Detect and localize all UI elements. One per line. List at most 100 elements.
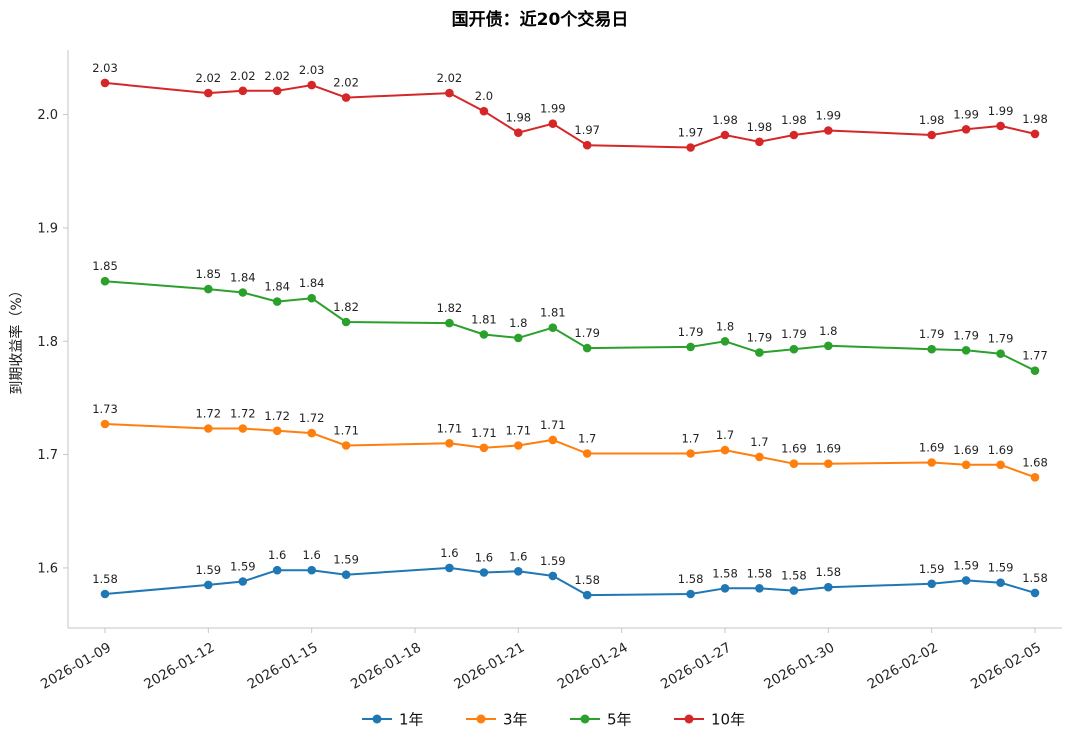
data-point bbox=[927, 458, 936, 467]
data-point bbox=[204, 284, 213, 294]
data-point bbox=[686, 449, 695, 458]
data-point bbox=[479, 443, 489, 453]
data-point bbox=[755, 452, 764, 462]
data-point-label: 1.7 bbox=[578, 432, 596, 446]
data-point-label: 1.6 bbox=[509, 549, 527, 563]
data-point-label: 1.85 bbox=[195, 267, 221, 281]
data-point bbox=[204, 580, 213, 590]
data-point-label: 1.77 bbox=[1022, 349, 1048, 363]
legend-item: 3年 bbox=[466, 711, 528, 729]
data-point-label: 1.84 bbox=[230, 271, 256, 285]
data-point bbox=[238, 577, 248, 586]
data-point-label: 1.59 bbox=[230, 560, 256, 574]
data-point bbox=[238, 288, 248, 297]
data-point-label: 1.84 bbox=[264, 280, 290, 294]
data-point-label: 1.82 bbox=[333, 300, 359, 314]
x-tick-label: 2026-01-18 bbox=[348, 640, 424, 693]
data-point bbox=[961, 125, 971, 134]
data-point-label: 1.73 bbox=[92, 402, 118, 416]
data-point-label: 1.79 bbox=[574, 326, 600, 340]
data-point-label: 1.84 bbox=[299, 276, 325, 290]
data-point-label: 1.71 bbox=[333, 424, 359, 438]
data-point bbox=[548, 435, 558, 445]
x-tick-label: 2026-01-12 bbox=[141, 640, 217, 693]
data-point-label: 1.99 bbox=[540, 102, 566, 116]
data-point-label: 1.6 bbox=[268, 548, 286, 562]
data-point bbox=[272, 565, 282, 575]
data-point bbox=[1030, 588, 1040, 598]
legend-label: 5年 bbox=[607, 711, 632, 729]
data-point-label: 1.58 bbox=[747, 566, 773, 580]
data-point bbox=[272, 297, 282, 306]
series-5年: 1.85 1.85 1.84 1.84 1.84 1.82 1.82 1.81 1.8 1.81 1… bbox=[92, 259, 1048, 376]
data-point bbox=[582, 343, 592, 353]
series-10年: 2.03 2.02 2.02 2.02 2.03 2.02 2.02 2.0 1.98 1.99 1… bbox=[92, 61, 1048, 152]
data-point bbox=[789, 459, 799, 469]
data-point-label: 1.79 bbox=[678, 325, 704, 339]
legend: 1年 3年 5年 10年 bbox=[362, 711, 745, 729]
data-point-label: 1.58 bbox=[678, 572, 704, 586]
x-tick-label: 2026-02-02 bbox=[865, 640, 941, 693]
data-point bbox=[720, 337, 730, 346]
chart-title: 国开债：近20个交易日 bbox=[452, 9, 629, 30]
data-point bbox=[479, 106, 489, 116]
data-point bbox=[100, 589, 110, 599]
data-point-label: 2.03 bbox=[92, 61, 118, 75]
y-tick-label: 1.8 bbox=[37, 335, 58, 350]
data-point-label: 1.72 bbox=[264, 409, 290, 423]
data-point bbox=[341, 317, 351, 327]
data-point bbox=[996, 349, 1005, 359]
data-point-label: 1.98 bbox=[505, 111, 531, 125]
data-point-label: 1.69 bbox=[988, 443, 1014, 457]
data-point-label: 1.71 bbox=[540, 418, 566, 432]
data-point-label: 1.59 bbox=[195, 563, 221, 577]
data-point-label: 1.58 bbox=[815, 565, 841, 579]
legend-item: 10年 bbox=[674, 711, 745, 729]
data-point-label: 1.99 bbox=[988, 104, 1014, 118]
data-point-label: 1.81 bbox=[471, 313, 497, 327]
data-point bbox=[479, 330, 489, 339]
data-point bbox=[996, 460, 1005, 470]
data-point bbox=[445, 439, 454, 448]
data-point-label: 1.69 bbox=[815, 442, 841, 456]
data-point-label: 1.98 bbox=[712, 113, 738, 127]
data-point-label: 1.72 bbox=[195, 407, 221, 421]
y-tick-label: 1.9 bbox=[37, 221, 58, 236]
x-tick-label: 2026-01-27 bbox=[658, 640, 734, 693]
x-tick-label: 2026-01-21 bbox=[451, 640, 527, 693]
data-point-label: 1.58 bbox=[781, 569, 807, 583]
data-point bbox=[100, 78, 110, 88]
data-point bbox=[204, 88, 213, 98]
data-point-label: 2.02 bbox=[437, 71, 463, 85]
data-point bbox=[272, 86, 282, 96]
data-point-label: 1.58 bbox=[1022, 571, 1048, 585]
data-point-label: 1.71 bbox=[471, 426, 497, 440]
data-point-label: 1.97 bbox=[678, 126, 704, 140]
data-point-label: 1.81 bbox=[540, 306, 566, 320]
data-point-label: 1.79 bbox=[747, 331, 773, 345]
data-point-label: 1.8 bbox=[819, 324, 837, 338]
data-point bbox=[996, 121, 1005, 131]
data-point bbox=[961, 576, 971, 585]
data-point bbox=[341, 570, 351, 579]
data-point-label: 1.59 bbox=[333, 553, 359, 567]
data-point-label: 1.69 bbox=[781, 442, 807, 456]
data-point-label: 1.72 bbox=[299, 411, 325, 425]
y-tick-label: 1.6 bbox=[37, 561, 58, 576]
data-point bbox=[789, 130, 799, 140]
data-point bbox=[686, 589, 695, 599]
data-point bbox=[755, 137, 764, 147]
data-point bbox=[686, 143, 695, 152]
legend-marker bbox=[476, 714, 486, 724]
data-point bbox=[548, 571, 558, 581]
data-point bbox=[548, 119, 558, 128]
data-point bbox=[755, 348, 764, 357]
legend-item: 1年 bbox=[362, 711, 424, 729]
data-point bbox=[824, 459, 833, 469]
data-point bbox=[341, 93, 351, 102]
data-point bbox=[582, 449, 592, 458]
data-point-label: 1.58 bbox=[574, 573, 600, 587]
data-point-label: 2.02 bbox=[333, 76, 359, 90]
